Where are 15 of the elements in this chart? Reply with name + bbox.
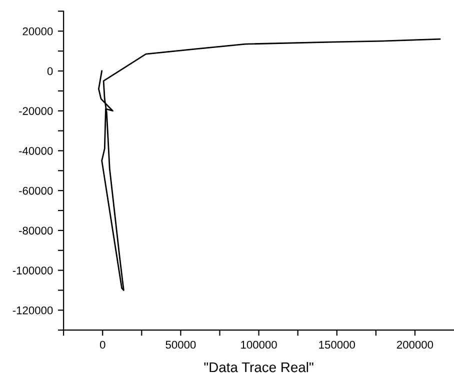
y-tick-label: -80000 xyxy=(19,226,53,235)
y-tick-label: -60000 xyxy=(19,186,53,195)
y-tick-label: 20000 xyxy=(22,27,53,36)
x-tick-label: 150000 xyxy=(319,340,355,349)
x-tick-label: 50000 xyxy=(166,340,196,349)
x-axis-title: "Data Trace Real" xyxy=(204,362,314,372)
y-tick-label: -100000 xyxy=(12,266,53,274)
y-tick-label: 0 xyxy=(47,67,53,76)
y-tick-label: -120000 xyxy=(12,306,53,314)
line-series xyxy=(98,38,441,291)
y-tick-label: -40000 xyxy=(19,146,53,155)
x-tick-label: 100000 xyxy=(241,340,277,349)
y-tick-label: -20000 xyxy=(19,107,53,115)
x-tick-label: 0 xyxy=(100,340,106,349)
x-tick-label: 200000 xyxy=(396,340,434,349)
